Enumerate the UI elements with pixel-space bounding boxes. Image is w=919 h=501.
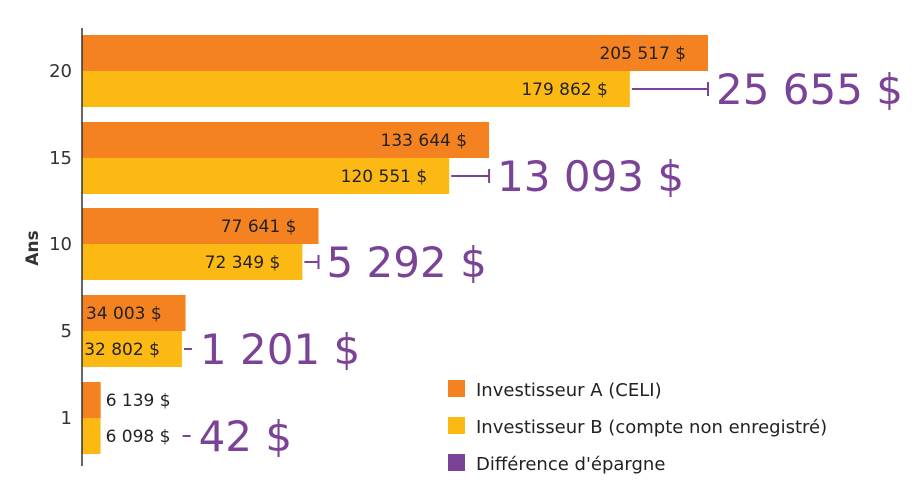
bar-a-20	[82, 35, 708, 71]
tick-label-5: 5	[61, 321, 72, 342]
legend: Investisseur A (CELI) Investisseur B (co…	[448, 380, 827, 475]
bar-a-1	[82, 382, 101, 418]
bar-b-1	[82, 418, 101, 454]
tick-label-20: 20	[49, 61, 72, 82]
y-axis-label: Ans	[23, 230, 43, 265]
diff-label-10: 5 292 $	[326, 238, 486, 287]
value-label-b-5: 32 802 $	[84, 340, 160, 360]
legend-label-diff: Différence d'épargne	[476, 454, 665, 475]
value-label-a-5: 34 003 $	[86, 304, 162, 324]
legend-label-a: Investisseur A (CELI)	[476, 380, 662, 401]
bar-b-10	[82, 244, 303, 280]
diff-label-5: 1 201 $	[200, 325, 360, 374]
legend-swatch-b	[448, 417, 465, 434]
bar-b-20	[82, 71, 630, 107]
bar-a-15	[82, 122, 490, 158]
value-label-a-10: 77 641 $	[221, 217, 297, 237]
value-label-b-10: 72 349 $	[205, 253, 281, 273]
value-label-b-20: 179 862 $	[521, 80, 608, 100]
diff-label-15: 13 093 $	[497, 152, 684, 201]
value-label-b-1: 6 098 $	[106, 427, 171, 447]
legend-swatch-diff	[448, 454, 465, 471]
legend-swatch-a	[448, 380, 465, 397]
value-label-b-15: 120 551 $	[341, 167, 428, 187]
bar-a-5	[82, 295, 186, 331]
tick-label-1: 1	[61, 408, 72, 429]
tick-label-10: 10	[49, 234, 72, 255]
value-label-a-15: 133 644 $	[381, 131, 468, 151]
value-label-a-20: 205 517 $	[599, 44, 686, 64]
value-label-a-1: 6 139 $	[106, 391, 171, 411]
bar-a-10	[82, 208, 319, 244]
tick-label-15: 15	[49, 148, 72, 169]
bar-b-15	[82, 158, 450, 194]
diff-label-1: 42 $	[199, 412, 293, 461]
diff-label-20: 25 655 $	[716, 65, 903, 114]
legend-label-b: Investisseur B (compte non enregistré)	[476, 417, 827, 438]
bar-b-5	[82, 331, 182, 367]
